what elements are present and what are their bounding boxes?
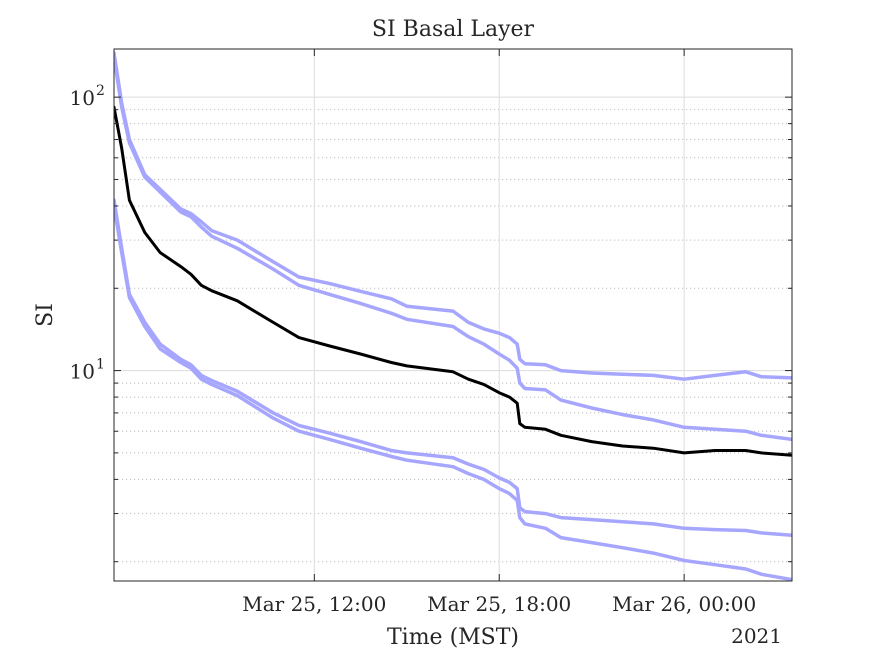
series-line-lower-inner [114,198,792,537]
axis-ticks: Mar 25, 12:00 Mar 25, 18:00 Mar 26, 00:00 1… [70,49,792,616]
y-axis-label: SI [33,303,58,327]
x-tick-label: Mar 25, 18:00 [427,592,571,616]
y-tick-label-base: 10 [70,360,95,384]
series-line-lower-outer [114,204,792,581]
y-tick-label-base: 10 [70,86,95,110]
x-tick-label: Mar 25, 12:00 [242,592,386,616]
y-tick-label-exponent: 1 [96,357,105,373]
series-line-median [114,105,792,457]
series-lines [114,51,792,581]
y-tick-label: 10 2 [70,83,105,110]
series-line-upper-inner [114,55,792,442]
x-tick-label: Mar 26, 00:00 [612,592,756,616]
grid-lines [114,49,792,581]
y-tick-label: 10 1 [70,357,105,384]
plot-area-frame [113,48,793,582]
chart-title: SI Basal Layer [372,17,535,42]
y-tick-label-exponent: 2 [96,83,105,99]
x-axis-year-label: 2021 [731,624,782,648]
x-axis-label: Time (MST) [387,625,519,650]
series-line-upper-outer [114,51,792,381]
